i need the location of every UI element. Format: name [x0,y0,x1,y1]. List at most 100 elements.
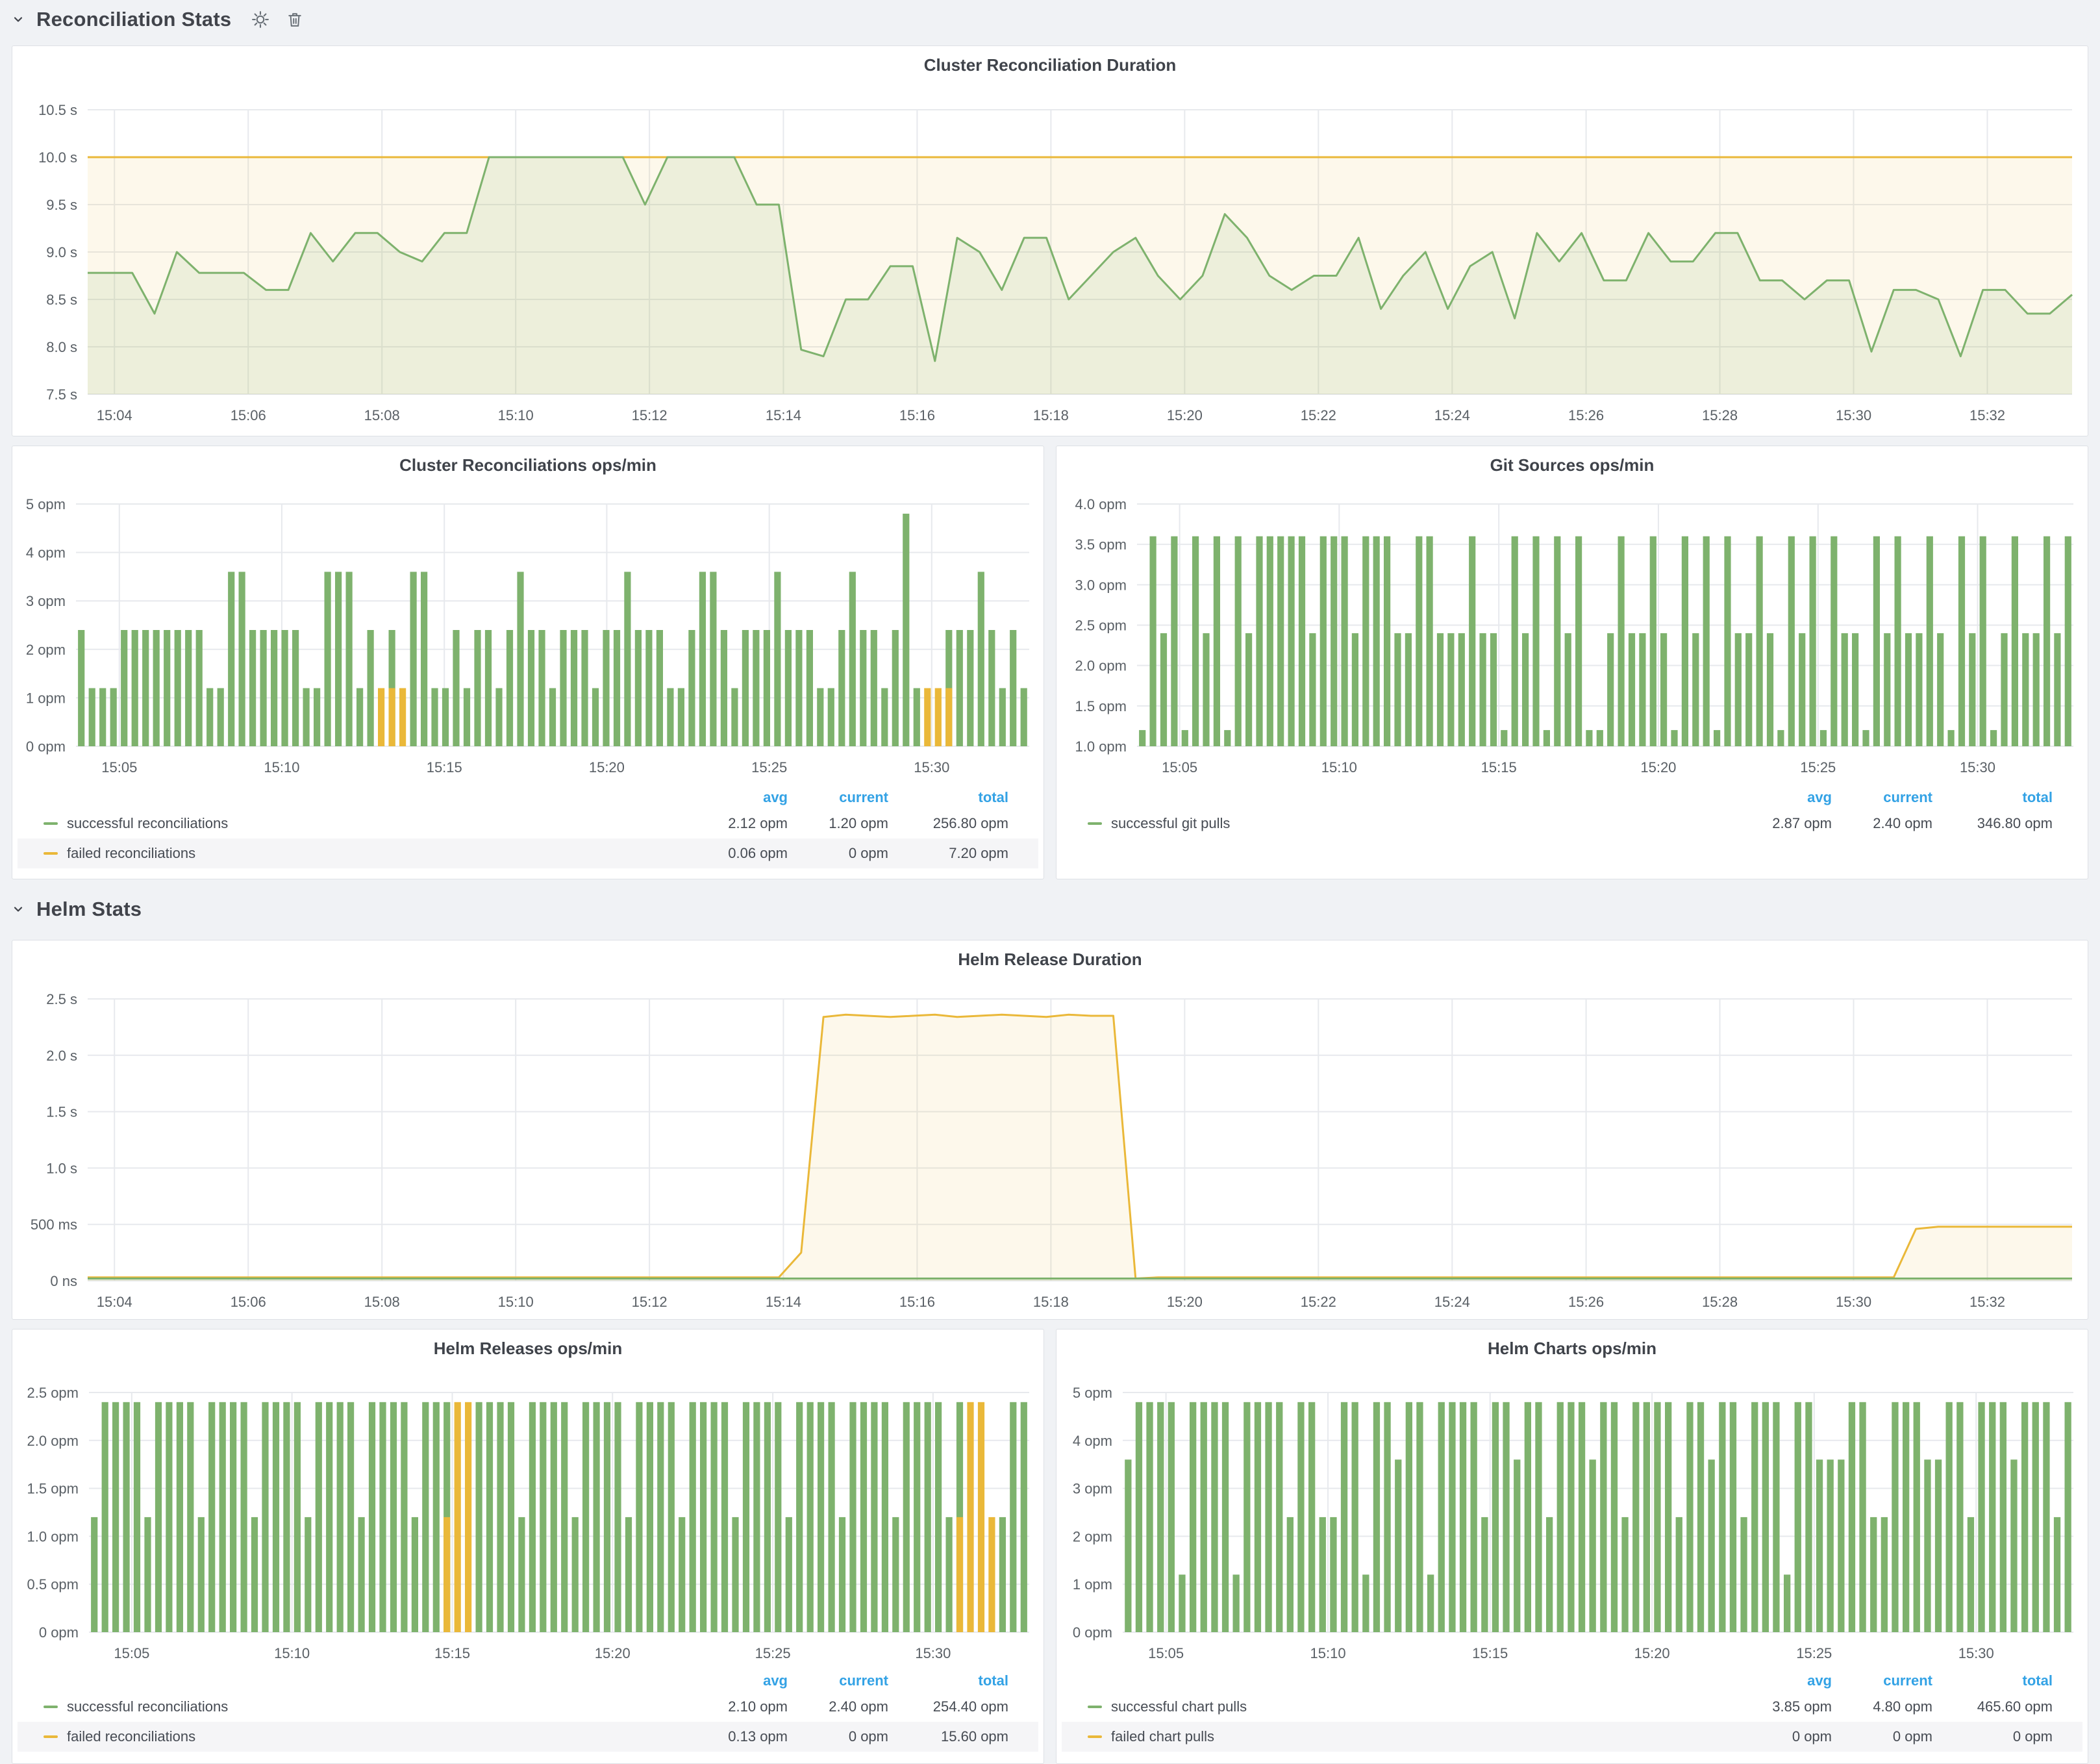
svg-text:15:20: 15:20 [1167,407,1203,423]
svg-text:1.0 s: 1.0 s [46,1160,77,1176]
svg-text:15:18: 15:18 [1033,1294,1069,1310]
svg-text:15:32: 15:32 [1969,407,2005,423]
chevron-down-icon[interactable] [10,901,26,917]
legend-col-current[interactable]: current [839,1672,888,1689]
section-header-helm-stats[interactable]: Helm Stats [10,895,142,924]
panel-title[interactable]: Helm Releases ops/min [433,1339,623,1358]
total-value: 256.80 opm [932,815,1008,831]
legend-col-total[interactable]: total [2022,1672,2053,1689]
svg-text:15:18: 15:18 [1033,407,1069,423]
svg-text:4.0 opm: 4.0 opm [1075,496,1127,512]
panel-title[interactable]: Helm Release Duration [958,950,1142,969]
svg-text:15:20: 15:20 [1640,759,1676,775]
svg-text:7.5 s: 7.5 s [46,386,77,403]
svg-text:0 opm: 0 opm [1073,1624,1112,1641]
section-header-reconciliation-stats[interactable]: Reconciliation Stats [10,5,304,34]
svg-text:1.0 opm: 1.0 opm [27,1528,79,1544]
svg-text:15:26: 15:26 [1568,407,1604,423]
svg-text:15:22: 15:22 [1301,407,1336,423]
helm-releases-chart[interactable]: 15:05 15:10 15:15 15:20 15:25 15:30 2.5 opm 2.0… [16,1362,1038,1667]
svg-text:15:08: 15:08 [364,1294,400,1310]
helm-duration-chart[interactable]: 15:04 15:06 15:08 15:10 15:12 15:14 15:16 15:18… [18,974,2081,1317]
series-name[interactable]: successful reconciliations [67,815,229,831]
panel-title[interactable]: Helm Charts ops/min [1487,1339,1657,1358]
svg-text:2 opm: 2 opm [1073,1528,1112,1544]
trash-icon[interactable] [286,10,304,29]
series-name[interactable]: failed reconciliations [67,845,196,861]
current-value: 2.40 opm [829,1698,888,1715]
svg-text:1.5 opm: 1.5 opm [27,1481,79,1497]
panel-title[interactable]: Cluster Reconciliations ops/min [399,455,656,475]
legend-cluster-reconciliations: avg current total successful reconciliat… [18,787,1038,868]
series-name[interactable]: failed chart pulls [1111,1728,1214,1745]
legend-col-avg[interactable]: avg [763,789,788,805]
svg-text:15:06: 15:06 [231,407,266,423]
legend-col-total[interactable]: total [2022,789,2053,805]
section-title[interactable]: Reconciliation Stats [36,8,232,31]
svg-text:1.5 opm: 1.5 opm [1075,698,1127,714]
svg-text:15:10: 15:10 [498,1294,534,1310]
git-sources-chart[interactable]: 15:05 15:10 15:15 15:20 15:25 15:30 4.0 opm 3.5… [1060,479,2082,783]
legend-col-avg[interactable]: avg [763,1672,788,1689]
legend-col-avg[interactable]: avg [1807,1672,1832,1689]
chevron-down-icon[interactable] [10,12,26,27]
svg-text:1 opm: 1 opm [1073,1576,1112,1593]
series-name[interactable]: successful git pulls [1111,815,1231,831]
svg-text:0 ns: 0 ns [50,1273,77,1289]
section-title[interactable]: Helm Stats [36,898,142,920]
svg-text:15:28: 15:28 [1702,1294,1738,1310]
svg-text:2.5 opm: 2.5 opm [27,1385,79,1401]
cluster-reconciliations-chart[interactable]: 15:05 15:10 15:15 15:20 15:25 15:30 5 opm 4 opm… [16,479,1038,783]
svg-text:3 opm: 3 opm [26,593,66,609]
current-value: 2.40 opm [1873,815,1932,831]
svg-text:15:05: 15:05 [114,1645,149,1661]
svg-text:3.0 opm: 3.0 opm [1075,577,1127,593]
svg-text:1 opm: 1 opm [26,690,66,706]
svg-text:15:25: 15:25 [1796,1645,1832,1661]
legend-col-total[interactable]: total [978,789,1008,805]
series-marker-green [44,1706,58,1708]
svg-text:15:12: 15:12 [632,407,668,423]
legend-col-avg[interactable]: avg [1807,789,1832,805]
svg-text:15:05: 15:05 [1148,1645,1184,1661]
series-name[interactable]: successful chart pulls [1111,1698,1247,1715]
svg-text:15:30: 15:30 [1960,759,1995,775]
legend-col-total[interactable]: total [978,1672,1008,1689]
legend-row: successful chart pulls 3.85 opm 4.80 opm… [1062,1692,2082,1722]
svg-text:15:28: 15:28 [1702,407,1738,423]
total-value: 7.20 opm [949,845,1008,861]
series-name[interactable]: successful reconciliations [67,1698,229,1715]
legend-col-current[interactable]: current [1883,1672,1932,1689]
svg-text:15:20: 15:20 [589,759,625,775]
svg-text:15:25: 15:25 [751,759,787,775]
panel-title[interactable]: Cluster Reconciliation Duration [923,55,1177,75]
svg-text:9.0 s: 9.0 s [46,244,77,260]
gear-icon[interactable] [251,10,270,29]
legend-row: successful git pulls 2.87 opm 2.40 opm 3… [1062,809,2082,838]
series-name[interactable]: failed reconciliations [67,1728,196,1745]
svg-text:15:20: 15:20 [1634,1645,1670,1661]
panel-git-sources: Git Sources ops/min 15:05 15:10 15:15 15:20… [1056,446,2088,879]
svg-text:2.5 s: 2.5 s [46,991,77,1007]
avg-value: 3.85 opm [1772,1698,1832,1715]
svg-text:2.0 opm: 2.0 opm [1075,658,1127,674]
series-marker-green [1088,822,1102,825]
avg-value: 0.13 opm [728,1728,788,1745]
svg-text:15:12: 15:12 [632,1294,668,1310]
panel-title[interactable]: Git Sources ops/min [1490,455,1655,475]
svg-text:15:10: 15:10 [264,759,299,775]
cluster-duration-chart[interactable]: 15:04 15:06 15:08 15:10 15:12 15:14 15:16 15:18… [18,81,2081,432]
legend-row: successful reconciliations 2.12 opm 1.20… [18,809,1038,838]
svg-text:15:05: 15:05 [1162,759,1197,775]
legend-git-sources: avg current total successful git pulls 2… [1062,787,2082,838]
panel-helm-release-duration: Helm Release Duration 15:04 15:06 15:08 15:… [12,940,2088,1320]
legend-col-current[interactable]: current [839,789,888,805]
avg-value: 0 opm [1792,1728,1832,1745]
svg-text:15:04: 15:04 [97,1294,132,1310]
svg-text:15:20: 15:20 [1167,1294,1203,1310]
svg-text:15:30: 15:30 [1958,1645,1994,1661]
legend-col-current[interactable]: current [1883,789,1932,805]
svg-text:15:15: 15:15 [1472,1645,1508,1661]
helm-charts-chart[interactable]: 15:05 15:10 15:15 15:20 15:25 15:30 5 opm 4 opm… [1060,1362,2082,1667]
svg-text:15:08: 15:08 [364,407,400,423]
